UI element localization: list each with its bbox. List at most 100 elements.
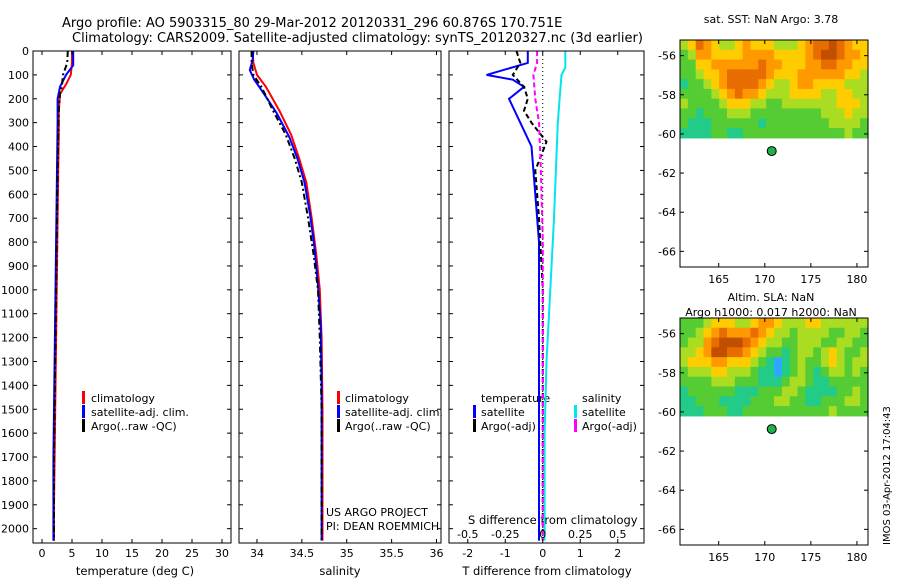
map-cell: [844, 88, 853, 100]
map-cell: [844, 337, 853, 348]
map-cell: [711, 406, 720, 417]
map-cell: [852, 49, 861, 61]
map-cell: [680, 69, 689, 80]
map-cell: [719, 406, 728, 417]
x-tick-label: 165: [708, 551, 729, 564]
map-cell: [703, 118, 712, 129]
x-tick-label: 35.5: [379, 547, 404, 560]
map-cell: [711, 366, 720, 378]
map-cell: [852, 366, 861, 378]
map-cell: [844, 128, 853, 139]
map-cell: [742, 108, 752, 119]
map-cell: [719, 98, 728, 110]
x-tick-label: 2: [614, 547, 621, 560]
legend-label-t-satellite: satellite: [481, 406, 525, 419]
map-cell: [758, 376, 767, 388]
map-cell: [750, 108, 759, 119]
y-tick-label: -64: [658, 484, 676, 497]
map-cell: [836, 357, 846, 368]
y-tick-label: -66: [658, 245, 676, 258]
map-cell: [828, 118, 838, 129]
map-cell: [758, 366, 767, 378]
map-cell: [821, 366, 830, 378]
map-cell: [836, 406, 846, 417]
map-cell: [758, 40, 767, 51]
map-cell: [750, 386, 759, 397]
map-cell: [703, 40, 712, 51]
map-cell: [774, 59, 783, 70]
map-cell: [774, 327, 783, 339]
map-cell: [734, 69, 744, 80]
map-cell: [789, 337, 799, 348]
map-cell: [805, 327, 814, 339]
map-cell: [813, 366, 822, 378]
map-cell: [680, 40, 689, 51]
map-cell: [774, 357, 783, 368]
salinity-axis-label: salinity: [319, 564, 360, 578]
map-cell: [680, 108, 689, 119]
map-cell: [781, 49, 791, 61]
map-cell: [828, 49, 838, 61]
map-cell: [844, 108, 853, 119]
map-cell: [703, 98, 712, 110]
map-cell: [742, 376, 752, 388]
legend-label-t-argo: Argo(-adj): [481, 420, 536, 433]
map-cell: [695, 318, 705, 329]
map-cell: [766, 98, 775, 110]
map-cell: [695, 118, 705, 129]
y-tick-label: -58: [658, 89, 676, 102]
map-cell: [750, 406, 759, 417]
map-cell: [781, 357, 791, 368]
map-cell: [828, 98, 838, 110]
map-cell: [734, 88, 744, 100]
s-difference-axis-label: S difference from climatology: [468, 513, 638, 527]
map-cell: [813, 318, 822, 329]
map-cell: [860, 49, 869, 61]
y-tick-label: 1300: [1, 355, 29, 368]
map-cell: [727, 357, 736, 368]
map-cell: [711, 88, 720, 100]
map-cell: [821, 327, 830, 339]
y-tick-label: -62: [658, 445, 676, 458]
map-cell: [774, 118, 783, 129]
map-cell: [758, 386, 767, 397]
x-tick-label: 30: [215, 547, 229, 560]
map-cell: [805, 118, 814, 129]
map-cell: [781, 108, 791, 119]
map-cell: [821, 337, 830, 348]
map-cell: [734, 376, 744, 388]
map-cell: [695, 128, 705, 139]
map-cell: [813, 327, 822, 339]
map-cell: [844, 40, 853, 51]
map-cell: [719, 366, 728, 378]
map-cell: [852, 108, 861, 119]
map-cell: [742, 386, 752, 397]
temperature-axis-label: temperature (deg C): [76, 564, 194, 578]
series-line-t-argo-adj-: [511, 51, 548, 541]
map-cell: [821, 118, 830, 129]
map-cell: [727, 88, 736, 100]
map-cell: [766, 40, 775, 51]
map-cell: [836, 396, 846, 407]
map-cell: [703, 406, 712, 417]
map-cell: [789, 88, 799, 100]
map-cell: [719, 396, 728, 407]
map-cell: [703, 376, 712, 388]
map-cell: [813, 49, 822, 61]
map-cell: [836, 347, 846, 358]
map-cell: [734, 98, 744, 110]
map-cell: [805, 366, 814, 378]
map-cell: [805, 337, 814, 348]
map-cell: [766, 118, 775, 129]
y-tick-label: 900: [8, 260, 29, 273]
map-cell: [742, 79, 752, 90]
map-cell: [711, 98, 720, 110]
map-cell: [852, 386, 861, 397]
map-cell: [774, 79, 783, 90]
map-cell: [695, 49, 705, 61]
map-cell: [844, 59, 853, 70]
map-cell: [805, 396, 814, 407]
map-cell: [813, 357, 822, 368]
map-frame: [679, 39, 869, 268]
map-cell: [852, 128, 861, 139]
